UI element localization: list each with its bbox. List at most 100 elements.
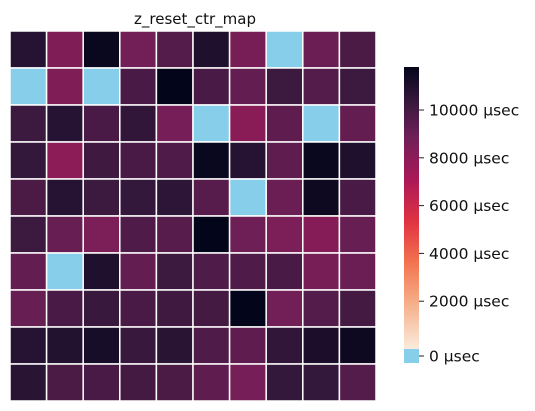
heatmap-cell	[338, 326, 377, 365]
heatmap-cell	[119, 252, 158, 291]
heatmap-cell	[192, 67, 231, 106]
heatmap-cell	[265, 141, 304, 180]
heatmap-cell	[82, 104, 121, 143]
colorbar-gradient	[404, 67, 419, 349]
heatmap-cell	[192, 289, 231, 328]
heatmap-cell	[265, 30, 304, 69]
heatmap-cell	[192, 141, 231, 180]
heatmap-cell	[228, 215, 267, 254]
heatmap-cell	[119, 178, 158, 217]
heatmap-cell	[228, 326, 267, 365]
heatmap-cell	[338, 104, 377, 143]
heatmap-cell	[45, 104, 84, 143]
heatmap-cell	[265, 363, 304, 402]
heatmap-cell	[155, 141, 194, 180]
heatmap-cell	[265, 215, 304, 254]
heatmap-cell	[155, 363, 194, 402]
heatmap-cell	[338, 178, 377, 217]
heatmap-cell	[45, 67, 84, 106]
heatmap-cell	[192, 30, 231, 69]
heatmap-cell	[119, 141, 158, 180]
heatmap-cell	[302, 252, 341, 291]
heatmap-cell	[45, 363, 84, 402]
heatmap-cell	[155, 104, 194, 143]
heatmap-cell	[192, 363, 231, 402]
colorbar-tick-label: 2000 µsec	[429, 293, 509, 311]
heatmap-cell	[45, 178, 84, 217]
heatmap-cell	[82, 363, 121, 402]
heatmap-cell	[228, 252, 267, 291]
heatmap-cell	[338, 215, 377, 254]
heatmap-cell	[155, 289, 194, 328]
heatmap-cell	[265, 67, 304, 106]
heatmap-cell	[119, 215, 158, 254]
heatmap-cell	[82, 215, 121, 254]
heatmap-cell	[228, 289, 267, 328]
colorbar-tick-label: 4000 µsec	[429, 245, 509, 263]
heatmap-cell	[119, 30, 158, 69]
heatmap-cell	[155, 67, 194, 106]
heatmap-cell	[119, 104, 158, 143]
colorbar-tick-label: 6000 µsec	[429, 197, 509, 215]
heatmap-cell	[9, 30, 48, 69]
heatmap-cell	[192, 104, 231, 143]
heatmap-cell	[302, 141, 341, 180]
heatmap-cell	[45, 252, 84, 291]
heatmap-cell	[45, 30, 84, 69]
heatmap-cell	[302, 178, 341, 217]
heatmap-cell	[119, 67, 158, 106]
heatmap-cell	[192, 215, 231, 254]
heatmap-cell	[119, 363, 158, 402]
heatmap-cell	[45, 141, 84, 180]
heatmap-cell	[9, 67, 48, 106]
heatmap-cell	[9, 178, 48, 217]
heatmap-cell	[228, 30, 267, 69]
heatmap-cell	[302, 104, 341, 143]
heatmap-cell	[9, 363, 48, 402]
heatmap-cell	[9, 141, 48, 180]
heatmap-cell	[155, 30, 194, 69]
heatmap-cell	[228, 104, 267, 143]
heatmap-cell	[9, 326, 48, 365]
heatmap-cell	[338, 363, 377, 402]
colorbar-zero-patch	[404, 349, 419, 363]
heatmap-cell	[9, 252, 48, 291]
heatmap-cell	[9, 104, 48, 143]
colorbar-tick-label: 8000 µsec	[429, 149, 509, 167]
heatmap-cell	[82, 326, 121, 365]
colorbar-tick-label: 0 µsec	[429, 348, 480, 366]
heatmap-cell	[265, 326, 304, 365]
colorbar: 0 µsec 2000 µsec 4000 µsec 6000 µsec 8000 µs…	[404, 67, 519, 366]
heatmap-cell	[82, 252, 121, 291]
heatmap-cell	[265, 178, 304, 217]
heatmap-cell	[82, 289, 121, 328]
heatmap-cell	[119, 289, 158, 328]
heatmap-cell	[82, 178, 121, 217]
heatmap-cell	[82, 67, 121, 106]
heatmap-cell	[9, 289, 48, 328]
heatmap-cell	[265, 104, 304, 143]
heatmap-cell	[192, 326, 231, 365]
heatmap-cell	[228, 67, 267, 106]
heatmap-cells	[9, 30, 377, 402]
heatmap-cell	[155, 178, 194, 217]
heatmap-cell	[228, 141, 267, 180]
heatmap-cell	[155, 326, 194, 365]
heatmap-cell	[338, 252, 377, 291]
heatmap-cell	[192, 252, 231, 291]
heatmap-cell	[82, 141, 121, 180]
chart-title: z_reset_ctr_map	[134, 10, 256, 29]
heatmap-cell	[302, 326, 341, 365]
heatmap-cell	[338, 141, 377, 180]
heatmap-cell	[338, 289, 377, 328]
heatmap-cell	[45, 289, 84, 328]
heatmap-cell	[45, 326, 84, 365]
heatmap-cell	[9, 215, 48, 254]
heatmap-cell	[302, 363, 341, 402]
heatmap-cell	[82, 30, 121, 69]
heatmap-cell	[155, 215, 194, 254]
heatmap-cell	[338, 30, 377, 69]
heatmap-cell	[265, 252, 304, 291]
heatmap-cell	[228, 363, 267, 402]
